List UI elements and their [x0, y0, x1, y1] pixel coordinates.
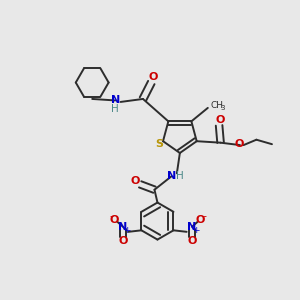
- Text: N: N: [188, 222, 196, 232]
- Text: O: O: [216, 115, 225, 125]
- Text: O: O: [196, 215, 205, 225]
- Text: H: H: [111, 103, 119, 113]
- Text: +: +: [192, 226, 200, 236]
- Text: O: O: [130, 176, 140, 186]
- Text: N: N: [118, 222, 128, 232]
- Text: H: H: [176, 171, 184, 181]
- Text: N: N: [167, 171, 176, 181]
- Text: O: O: [235, 139, 244, 148]
- Text: N: N: [111, 95, 120, 105]
- Text: CH: CH: [211, 101, 224, 110]
- Text: +: +: [123, 226, 130, 236]
- Text: O: O: [148, 72, 158, 82]
- Text: O: O: [187, 236, 197, 246]
- Text: 3: 3: [220, 105, 225, 111]
- Text: O: O: [110, 215, 119, 225]
- Text: S: S: [155, 139, 163, 148]
- Text: -: -: [109, 211, 113, 221]
- Text: -: -: [202, 211, 206, 221]
- Text: O: O: [118, 236, 128, 246]
